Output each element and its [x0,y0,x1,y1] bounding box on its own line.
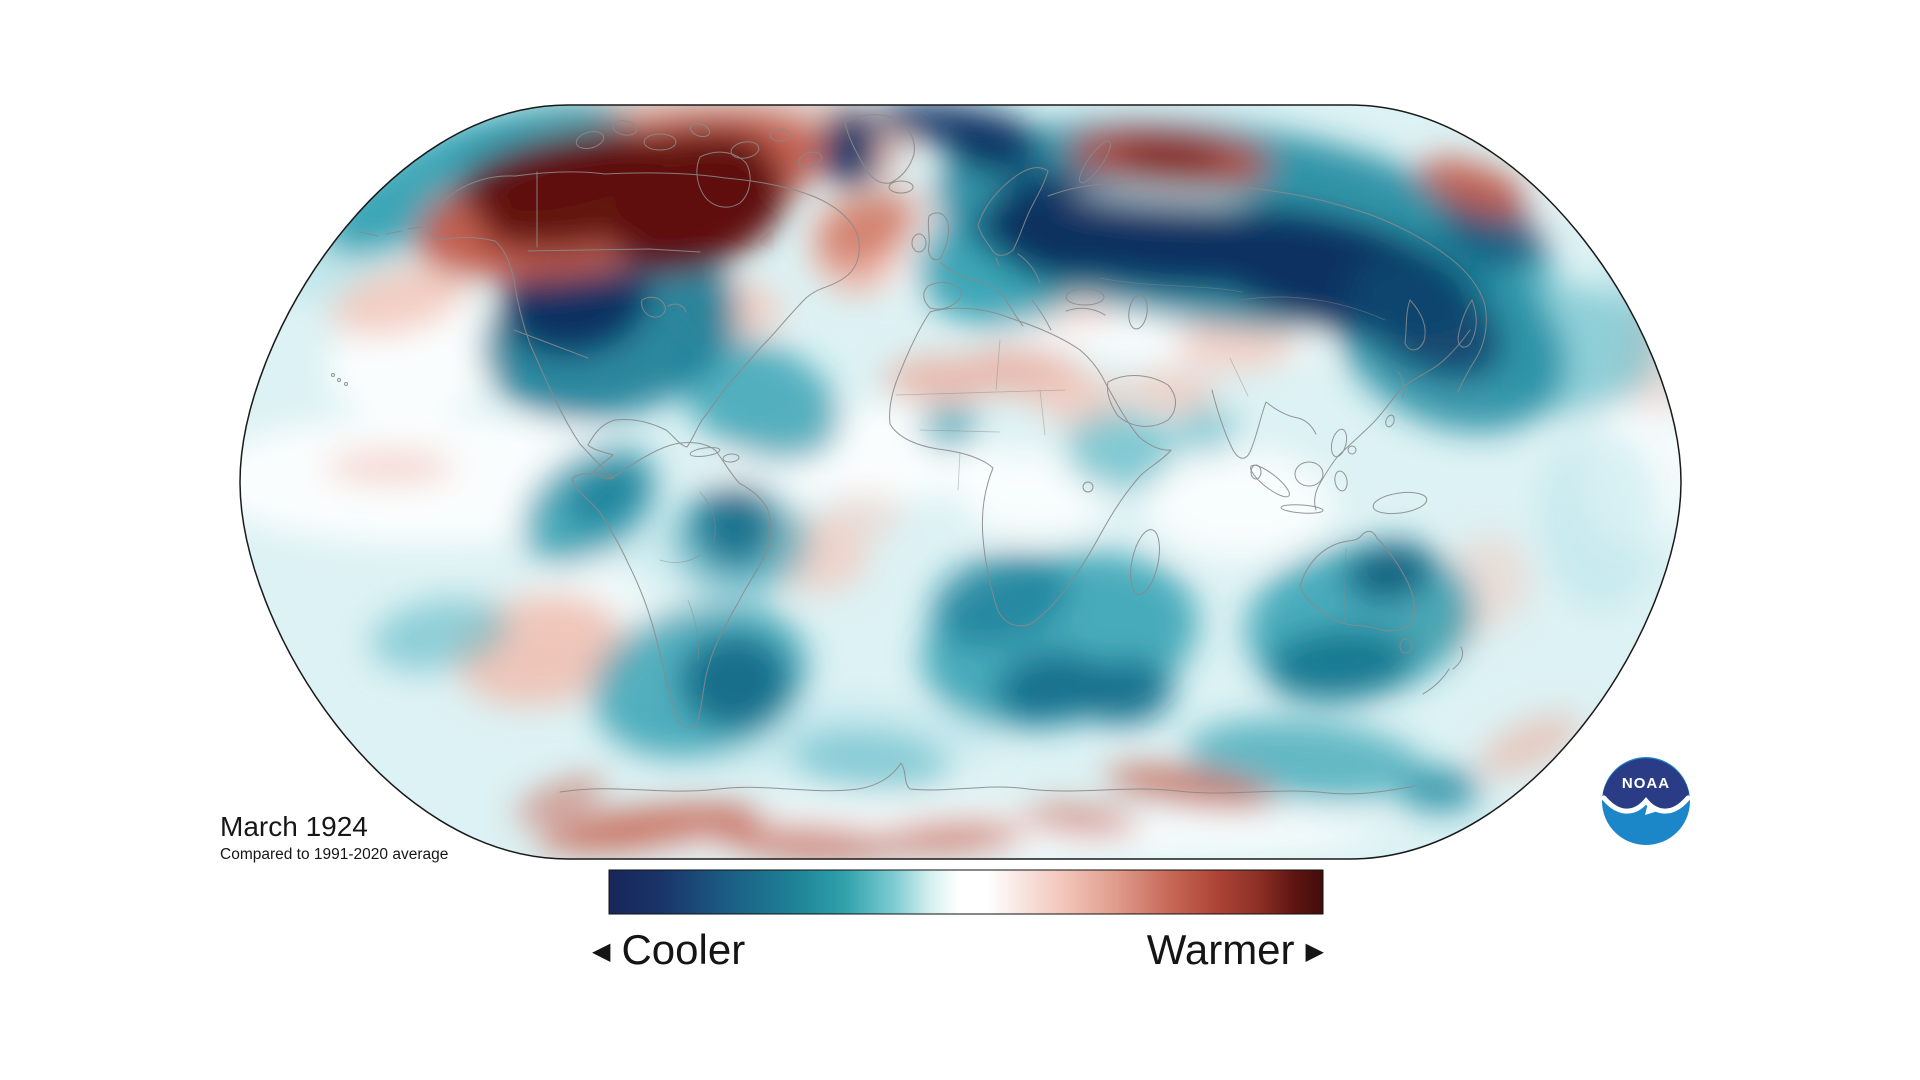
anomaly-blob [1077,659,1173,725]
title-block: March 1924 Compared to 1991-2020 average [220,811,449,864]
noaa-logo-fan [1603,758,1689,812]
anomaly-blob [563,461,647,529]
warmer-label-text: Warmer [1146,926,1295,973]
legend-labels: ◀ Cooler Warmer ▶ [592,926,1324,974]
anomaly-blob [1348,256,1502,380]
anomaly-blob [1265,628,1415,702]
anomaly-blob [1115,141,1225,179]
page-subtitle: Compared to 1991-2020 average [220,845,449,863]
page-title: March 1924 [220,811,368,842]
anomaly-blob [790,729,950,791]
noaa-seagull-body [1645,803,1661,815]
anomaly-blob [1185,718,1425,802]
anomaly-blob [931,552,1069,648]
anomaly-blob [1145,450,1335,560]
anomaly-blob [1479,714,1581,776]
anomaly-blob [818,190,922,266]
noaa-logo-text: NOAA [1622,775,1670,792]
anomaly-blob [331,264,469,336]
anomaly-blob [875,821,1025,855]
anomaly-blob [920,408,980,448]
anomaly-blob [1419,157,1531,219]
anomaly-blob [1105,766,1275,810]
anomaly-blob [715,826,905,859]
anomaly-blob [1125,369,1215,415]
anomaly-blob [1345,541,1435,603]
cooler-arrow-icon: ◀ [592,938,611,965]
anomaly-blob [695,483,775,567]
noaa-logo: NOAA [1601,757,1691,845]
anomaly-blob [1020,805,1140,835]
anomaly-blob [370,598,510,672]
map-outline [239,104,1682,860]
anomaly-blob [940,111,1040,173]
anomaly-blob [995,651,1105,723]
anomaly-blob [680,634,790,730]
anomaly-blob [1400,768,1480,812]
anomaly-blob [1070,184,1250,208]
anomaly-blob [1620,170,1681,330]
anomaly-blob [1540,430,1660,610]
anomaly-blob [1175,319,1295,371]
anomaly-blob [515,777,605,823]
anomaly-blob [479,129,771,251]
anomaly-blob [827,493,903,537]
noaa-seagull-icon [1601,795,1691,814]
warmer-arrow-icon: ▶ [1305,938,1324,965]
anomaly-blob [960,450,1110,540]
coastlines [331,114,1487,795]
cooler-label-text: Cooler [621,926,746,973]
anomaly-blob [325,449,455,485]
anomaly-blob [1065,410,1175,490]
anomaly-blob [1173,404,1237,456]
cooler-label: ◀ Cooler [592,926,745,974]
warmer-label: Warmer ▶ [1147,926,1324,974]
anomaly-blob [535,804,765,852]
colorbar [608,869,1324,915]
anomaly-blob [679,338,841,462]
